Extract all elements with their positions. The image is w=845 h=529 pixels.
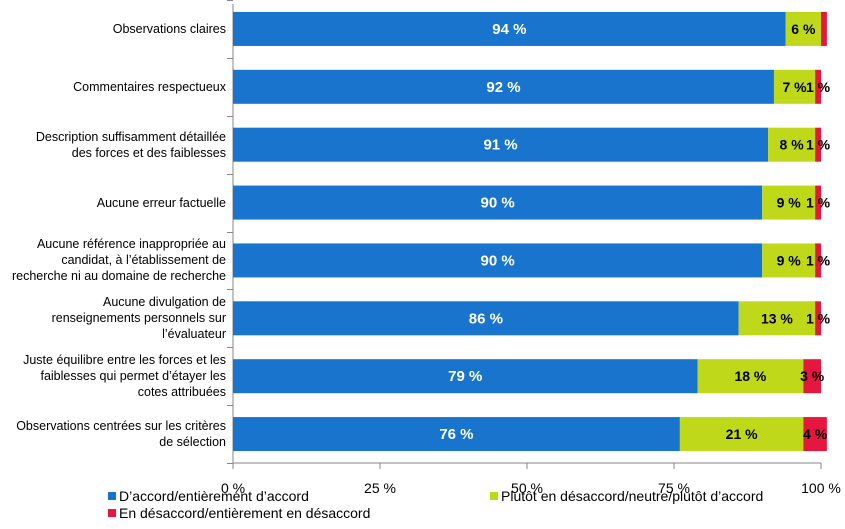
bar-0-series-0	[233, 11, 786, 46]
x-tick-label: 25 %	[364, 480, 396, 496]
category-label-line: faiblesses qui permet d’étayer les	[40, 369, 226, 384]
x-tick-label: 50 %	[511, 480, 543, 496]
bar-3-series-1	[762, 185, 816, 220]
bar-1-series-0	[233, 69, 774, 104]
category-label-line: cotes attribuées	[137, 385, 226, 400]
bar-0-series-1	[785, 11, 821, 46]
bar-3-series-2	[815, 185, 821, 220]
category-label-line: Juste équilibre entre les forces et les	[23, 353, 226, 368]
data-label-3-series-1: 9 %	[777, 195, 802, 211]
data-label-2-series-0: 91 %	[483, 137, 517, 154]
bar-0-series-2	[821, 11, 827, 46]
category-label-line: Aucune référence inappropriée au	[36, 237, 226, 252]
category-label: Observations claires	[2, 21, 226, 37]
category-label: Observations centrées sur les critères de…	[2, 418, 226, 450]
bar-3-series-0	[233, 185, 763, 220]
bar-1-series-2	[815, 69, 821, 104]
category-label-line: Observations centrées sur les critères	[16, 419, 226, 434]
data-label-5-series-2: 1 %	[806, 310, 831, 326]
data-label-4-series-1: 9 %	[777, 252, 802, 268]
data-label-7-series-2: 4 %	[803, 426, 828, 442]
bar-2-series-1	[768, 127, 816, 162]
legend-item: Plutôt en désaccord/neutre/plutôt d’acco…	[490, 488, 763, 504]
category-label: Aucune divulgation de renseignements pers…	[2, 294, 226, 342]
legend-label: En désaccord/entièrement en désaccord	[119, 505, 371, 521]
category-label-line: Aucune erreur factuelle	[96, 195, 226, 210]
category-label: Aucune référence inappropriée au candidat…	[2, 236, 226, 284]
category-label-line: l’évaluateur	[162, 327, 226, 342]
bar-7-series-1	[679, 417, 804, 452]
x-tick-label: 75 %	[658, 480, 690, 496]
data-label-0-series-1: 6 %	[791, 21, 816, 37]
data-label-7-series-0: 76 %	[439, 426, 473, 443]
bar-6-series-1	[697, 359, 804, 394]
data-label-7-series-1: 21 %	[726, 426, 758, 442]
data-label-2-series-1: 8 %	[780, 137, 805, 153]
category-label-line: des forces et des faiblesses	[71, 145, 226, 160]
data-label-1-series-0: 92 %	[486, 79, 520, 96]
data-label-1-series-1: 7 %	[782, 79, 807, 95]
legend-label: Plutôt en désaccord/neutre/plutôt d’acco…	[501, 488, 764, 504]
legend-item: D’accord/entièrement d’accord	[108, 488, 309, 504]
category-label-line: Description suffisamment détaillée	[35, 129, 226, 144]
bar-6-series-2	[803, 359, 821, 394]
legend-item: En désaccord/entièrement en désaccord	[108, 505, 370, 521]
bar-7-series-0	[233, 417, 680, 452]
category-label-line: Commentaires respectueux	[73, 79, 226, 94]
bar-4-series-1	[762, 243, 816, 278]
data-label-1-series-2: 1 %	[806, 79, 831, 95]
x-tick-label: 0 %	[220, 480, 246, 496]
legend-swatch	[490, 492, 498, 500]
category-label: Aucune erreur factuelle	[2, 195, 226, 211]
data-label-6-series-0: 79 %	[448, 368, 482, 385]
category-label-line: de sélection	[159, 435, 226, 450]
data-label-0-series-0: 94 %	[492, 21, 526, 38]
bar-2-series-2	[815, 127, 821, 162]
data-label-2-series-2: 1 %	[806, 137, 831, 153]
bar-7-series-2	[803, 417, 827, 452]
bar-2-series-0	[233, 127, 769, 162]
category-label-line: Observations claires	[112, 21, 226, 36]
bar-4-series-2	[815, 243, 821, 278]
data-label-3-series-0: 90 %	[480, 195, 514, 212]
category-label-line: renseignements personnels sur	[51, 311, 226, 326]
category-label-line: recherche ni au domaine de recherche	[11, 269, 226, 284]
category-label: Commentaires respectueux	[2, 79, 226, 95]
data-label-5-series-1: 13 %	[761, 310, 793, 326]
bar-1-series-1	[773, 69, 816, 104]
category-label: Juste équilibre entre les forces et les f…	[2, 352, 226, 400]
x-tick-label: 100 %	[801, 480, 841, 496]
bar-5-series-2	[815, 301, 821, 336]
data-label-6-series-2: 3 %	[800, 368, 825, 384]
data-label-4-series-2: 1 %	[806, 252, 831, 268]
bar-5-series-1	[738, 301, 816, 336]
legend-label: D’accord/entièrement d’accord	[119, 488, 309, 504]
category-label-line: Aucune divulgation de	[102, 295, 226, 310]
data-label-4-series-0: 90 %	[480, 252, 514, 269]
category-label-line: candidat, à l’établissement de	[61, 253, 226, 268]
bar-4-series-0	[233, 243, 763, 278]
bar-5-series-0	[233, 301, 739, 336]
data-label-6-series-1: 18 %	[734, 368, 766, 384]
legend-swatch	[108, 492, 116, 500]
bar-6-series-0	[233, 359, 698, 394]
data-label-5-series-0: 86 %	[469, 310, 503, 327]
legend-swatch	[108, 509, 116, 517]
category-label: Description suffisamment détaillée des fo…	[2, 129, 226, 161]
data-label-3-series-2: 1 %	[806, 195, 831, 211]
